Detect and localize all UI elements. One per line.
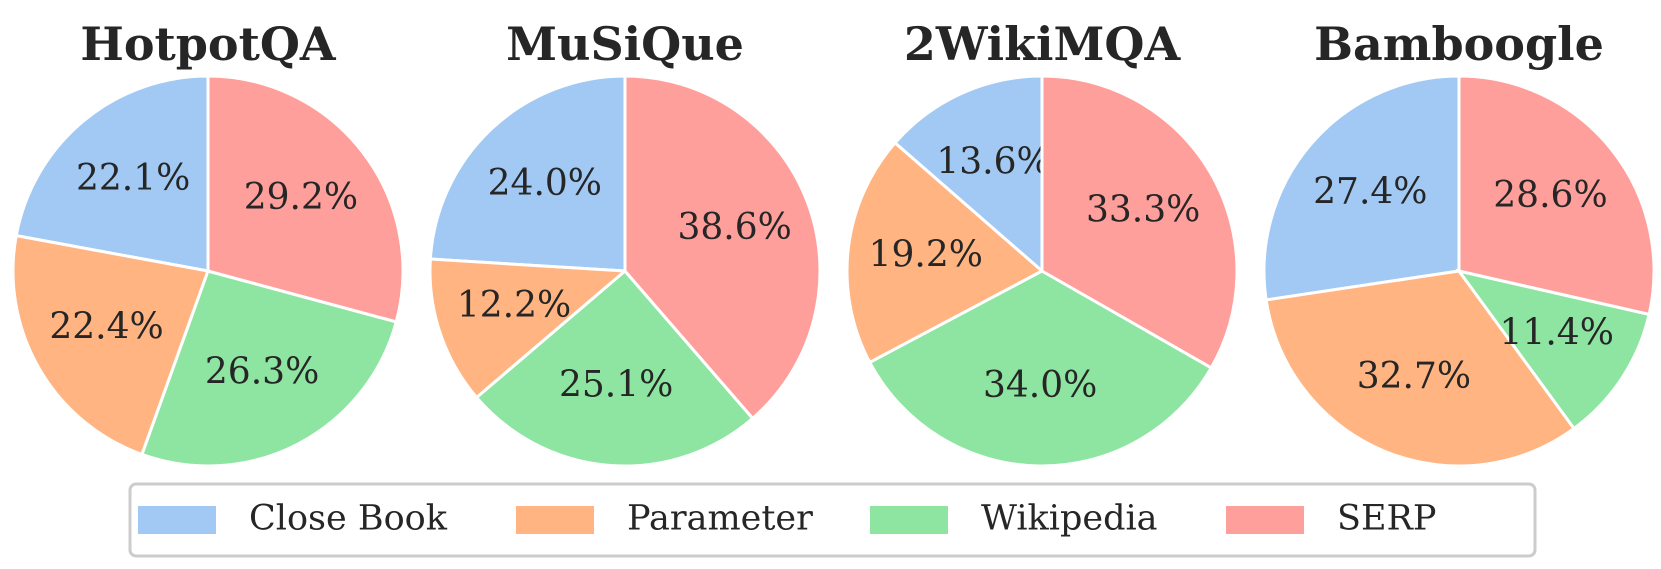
pie-bamboogle: Bamboogle 27.4% 32.7% 11.4% 28.6%: [1262, 17, 1656, 468]
slice-label-bamboogle-wikipedia: 11.4%: [1500, 312, 1614, 353]
slice-hotpotqa-serp: [206, 74, 405, 324]
legend-item-parameter: Parameter: [516, 499, 813, 539]
legend-label-close-book: Close Book: [249, 499, 448, 539]
slice-2wikimqa-close-book: [892, 74, 1044, 275]
legend-swatch-serp: [1226, 506, 1304, 534]
slice-label-musique-wikipedia: 25.1%: [559, 365, 673, 406]
slice-label-2wikimqa-wikipedia: 34.0%: [983, 365, 1097, 406]
legend-items: Close Book Parameter Wikipedia SERP: [138, 499, 1436, 539]
slice-label-bamboogle-close-book: 27.4%: [1313, 172, 1427, 213]
slice-bamboogle-close-book: [1262, 74, 1461, 302]
slice-musique-wikipedia: [474, 268, 755, 468]
slice-label-hotpotqa-wikipedia: 26.3%: [205, 352, 319, 393]
legend-item-wikipedia: Wikipedia: [870, 499, 1158, 539]
legend-label-wikipedia: Wikipedia: [981, 499, 1158, 539]
slice-label-hotpotqa-close-book: 22.1%: [76, 158, 190, 199]
pie-charts-group: HotpotQA 22.1% 22.4% 26.3% 29.2% MuSiQue 24.0%…: [11, 17, 1656, 468]
slice-label-hotpotqa-parameter: 22.4%: [49, 306, 163, 347]
slice-label-musique-serp: 38.6%: [677, 207, 791, 248]
legend-swatch-parameter: [516, 506, 594, 534]
pie-hotpotqa: HotpotQA 22.1% 22.4% 26.3% 29.2%: [11, 17, 405, 468]
slice-hotpotqa-parameter: [11, 233, 211, 457]
legend-label-parameter: Parameter: [627, 499, 813, 539]
slice-label-hotpotqa-serp: 29.2%: [244, 177, 358, 218]
slice-label-2wikimqa-close-book: 13.6%: [936, 142, 1050, 183]
pie-musique: MuSiQue 24.0% 12.2% 25.1% 38.6%: [428, 17, 822, 468]
slice-bamboogle-parameter: [1264, 269, 1577, 468]
pie-title-2wikimqa: 2WikiMQA: [904, 17, 1182, 71]
slice-hotpotqa-close-book: [14, 74, 210, 273]
legend-swatch-close-book: [138, 506, 216, 534]
slice-label-musique-parameter: 12.2%: [457, 285, 571, 326]
slice-label-bamboogle-serp: 28.6%: [1493, 175, 1607, 216]
pie-title-musique: MuSiQue: [506, 17, 744, 71]
slice-label-2wikimqa-parameter: 19.2%: [869, 235, 983, 276]
pie-title-bamboogle: Bamboogle: [1314, 17, 1604, 71]
slice-bamboogle-wikipedia: [1455, 268, 1651, 431]
slice-label-2wikimqa-serp: 33.3%: [1086, 189, 1200, 230]
legend-frame: [128, 482, 1537, 558]
slice-label-musique-close-book: 24.0%: [488, 163, 602, 204]
legend-label-serp: SERP: [1337, 499, 1436, 539]
slice-label-bamboogle-parameter: 32.7%: [1357, 356, 1471, 397]
slice-musique-serp: [623, 74, 822, 421]
slice-musique-close-book: [428, 74, 627, 273]
legend-item-serp: SERP: [1226, 499, 1436, 539]
slice-2wikimqa-parameter: [845, 140, 1045, 365]
slice-2wikimqa-serp: [1040, 74, 1239, 370]
legend-swatch-wikipedia: [870, 506, 948, 534]
pie-2wikimqa: 2WikiMQA 13.6% 19.2% 34.0% 33.3%: [845, 17, 1239, 468]
slice-bamboogle-serp: [1457, 74, 1656, 317]
legend-item-close-book: Close Book: [138, 499, 448, 539]
slice-musique-parameter: [428, 257, 629, 400]
slice-hotpotqa-wikipedia: [140, 269, 399, 468]
legend: Close Book Parameter Wikipedia SERP: [128, 482, 1537, 558]
pie-title-hotpotqa: HotpotQA: [80, 17, 337, 71]
